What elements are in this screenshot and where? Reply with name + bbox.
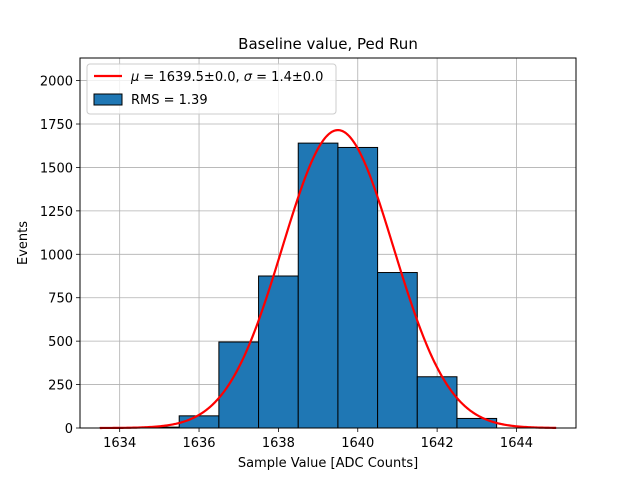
legend-box [86,63,337,115]
x-tick-label: 1638 [262,436,295,451]
y-tick-label: 500 [48,335,73,350]
x-axis: 1634 1636 1638 1640 1642 1644 [103,428,533,451]
histogram-bar [337,146,379,429]
histogram-bar [416,376,458,429]
x-tick-label: 1636 [182,436,215,451]
y-tick-label: 750 [48,292,73,307]
histogram-bar [297,142,339,429]
legend-fit-label: μ = 1639.5±0.0, σ = 1.4±0.0 [130,70,323,85]
y-tick-label: 1000 [40,248,73,263]
y-tick-label: 1500 [40,161,73,176]
y-tick-label: 1250 [40,205,73,220]
legend-fit-sigma-text: = 1.4±0.0 [252,70,323,85]
gaussian-fit [99,129,557,430]
legend-fit-mu: μ [130,70,139,85]
histogram-bar [377,272,418,429]
legend-hist-label: RMS = 1.39 [131,93,208,108]
x-tick-label: 1634 [103,436,136,451]
y-axis: 0 250 500 750 1000 1250 1500 1750 2000 [40,75,80,437]
chart-title: Baseline value, Ped Run [238,35,418,53]
y-tick-label: 1750 [40,118,73,133]
plot-frame [79,57,577,429]
y-axis-title: Events [16,221,31,265]
y-tick-label: 250 [48,379,73,394]
histogram-bar [218,341,260,429]
legend-fit-mu-text: = 1639.5±0.0, [139,70,243,85]
x-tick-label: 1640 [341,436,374,451]
x-axis-title: Sample Value [ADC Counts] [238,456,418,471]
y-tick-label: 2000 [40,75,73,90]
y-tick-label: 0 [65,422,73,437]
histogram-bar [456,417,498,429]
x-tick-label: 1644 [500,436,533,451]
x-tick-label: 1642 [421,436,454,451]
legend: μ = 1639.5±0.0, σ = 1.4±0.0 RMS = 1.39 [86,63,337,115]
fit-curve [99,129,557,430]
histogram-bar [258,275,299,429]
legend-fit-sigma: σ [244,70,253,85]
legend-hist-swatch [93,93,123,106]
